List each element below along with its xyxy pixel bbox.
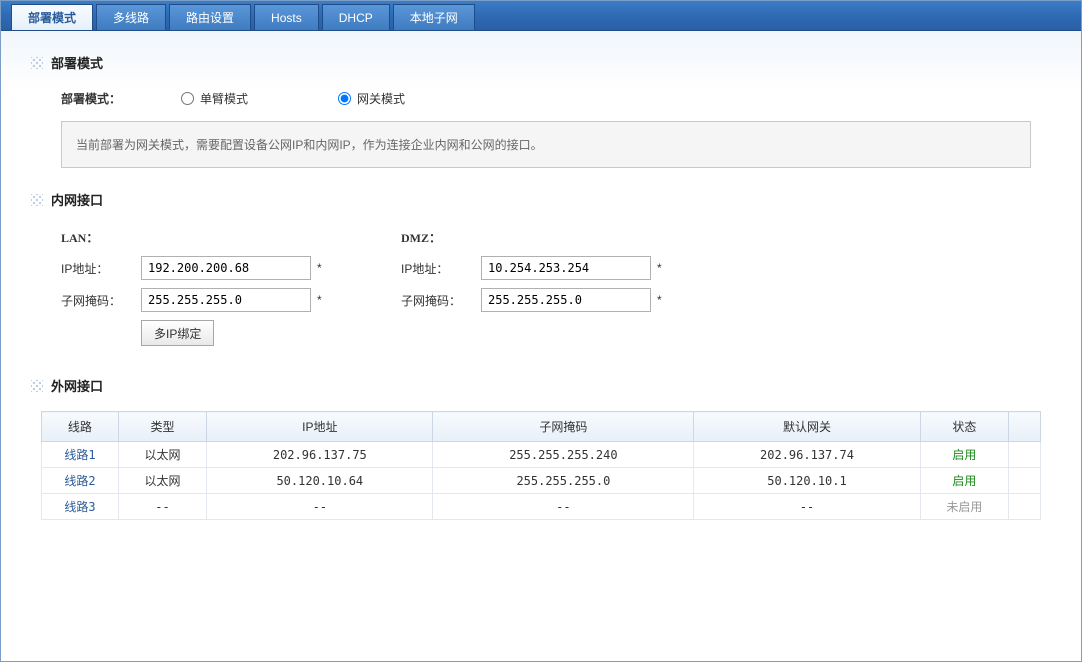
wan-line-link[interactable]: 线路3 [42,494,119,520]
wan-line-link[interactable]: 线路1 [42,442,119,468]
tab-4[interactable]: DHCP [322,4,390,30]
section-deploy-title: 部署模式 [11,31,1071,82]
table-row: 线路3--------未启用 [42,494,1041,520]
table-row: 线路1以太网202.96.137.75255.255.255.240202.96… [42,442,1041,468]
wan-mask-cell: -- [433,494,694,520]
section-lan-title-text: 内网接口 [51,190,103,209]
wan-table-wrap: 线路类型IP地址子网掩码默认网关状态 线路1以太网202.96.137.7525… [41,411,1041,520]
deploy-mode-row: 部署模式： 单臂模式 网关模式 [11,82,1071,121]
dmz-ip-input[interactable] [481,256,651,280]
wan-col-5: 状态 [920,412,1008,442]
wan-line-link[interactable]: 线路2 [42,468,119,494]
lan-iface-wrap: LAN： IP地址： * 子网掩码： * 多IP绑定 DMZ： I [11,219,1071,354]
section-marker-icon [31,194,43,206]
section-marker-icon [31,380,43,392]
required-mark: * [317,261,322,275]
lan-column: LAN： IP地址： * 子网掩码： * 多IP绑定 [61,229,401,354]
required-mark: * [657,261,662,275]
wan-mask-cell: 255.255.255.0 [433,468,694,494]
deploy-mode-label: 部署模式： [61,90,181,107]
lan-header: LAN： [61,229,401,246]
wan-col-4: 默认网关 [694,412,920,442]
dmz-ip-label: IP地址： [401,260,481,277]
lan-mask-label: 子网掩码： [61,292,141,309]
section-wan-title: 外网接口 [11,354,1071,405]
radio-single-arm-input[interactable] [181,92,194,105]
table-row: 线路2以太网50.120.10.64255.255.255.050.120.10… [42,468,1041,494]
wan-extra-cell [1009,468,1041,494]
wan-ip-cell: -- [207,494,433,520]
deploy-info-box: 当前部署为网关模式，需要配置设备公网IP和内网IP，作为连接企业内网和公网的接口… [61,121,1031,168]
wan-ip-cell: 202.96.137.75 [207,442,433,468]
wan-gw-cell: -- [694,494,920,520]
tab-0[interactable]: 部署模式 [11,4,93,30]
lan-ip-input[interactable] [141,256,311,280]
wan-gw-cell: 50.120.10.1 [694,468,920,494]
wan-col-extra [1009,412,1041,442]
tab-1[interactable]: 多线路 [96,4,166,30]
wan-col-0: 线路 [42,412,119,442]
wan-status-cell: 未启用 [920,494,1008,520]
dmz-mask-input[interactable] [481,288,651,312]
wan-col-3: 子网掩码 [433,412,694,442]
tab-5[interactable]: 本地子网 [393,4,475,30]
wan-mask-cell: 255.255.255.240 [433,442,694,468]
wan-col-1: 类型 [118,412,206,442]
radio-gateway[interactable]: 网关模式 [338,90,405,107]
deploy-info-text: 当前部署为网关模式，需要配置设备公网IP和内网IP，作为连接企业内网和公网的接口… [76,138,543,152]
wan-status-cell: 启用 [920,468,1008,494]
section-marker-icon [31,57,43,69]
section-deploy-title-text: 部署模式 [51,53,103,72]
radio-gateway-input[interactable] [338,92,351,105]
dmz-header: DMZ： [401,229,741,246]
wan-extra-cell [1009,442,1041,468]
lan-mask-input[interactable] [141,288,311,312]
dmz-column: DMZ： IP地址： * 子网掩码： * [401,229,741,354]
required-mark: * [657,293,662,307]
dmz-mask-label: 子网掩码： [401,292,481,309]
wan-gw-cell: 202.96.137.74 [694,442,920,468]
radio-gateway-label: 网关模式 [357,90,405,107]
multi-ip-bind-button[interactable]: 多IP绑定 [141,320,214,346]
wan-ip-cell: 50.120.10.64 [207,468,433,494]
wan-type-cell: -- [118,494,206,520]
required-mark: * [317,293,322,307]
wan-extra-cell [1009,494,1041,520]
wan-type-cell: 以太网 [118,468,206,494]
tab-bar: 部署模式多线路路由设置HostsDHCP本地子网 [1,1,1081,31]
tab-2[interactable]: 路由设置 [169,4,251,30]
wan-col-2: IP地址 [207,412,433,442]
section-wan-title-text: 外网接口 [51,376,103,395]
wan-table: 线路类型IP地址子网掩码默认网关状态 线路1以太网202.96.137.7525… [41,411,1041,520]
radio-single-arm[interactable]: 单臂模式 [181,90,248,107]
page-body: 部署模式 部署模式： 单臂模式 网关模式 当前部署为网关模式，需要配置设备公网I… [1,31,1081,661]
lan-ip-label: IP地址： [61,260,141,277]
radio-single-arm-label: 单臂模式 [200,90,248,107]
wan-status-cell: 启用 [920,442,1008,468]
wan-type-cell: 以太网 [118,442,206,468]
section-lan-title: 内网接口 [11,168,1071,219]
tab-3[interactable]: Hosts [254,4,319,30]
